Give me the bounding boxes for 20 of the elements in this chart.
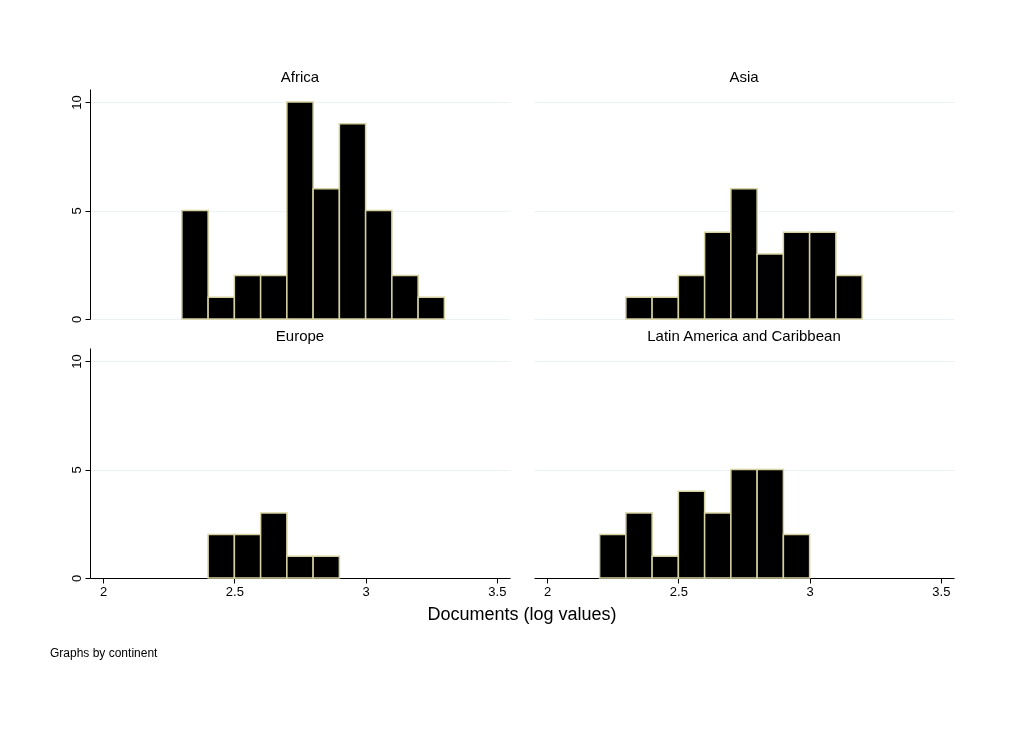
y-tick-label: 10 xyxy=(68,95,84,110)
x-tick-label: 3.5 xyxy=(932,583,951,599)
y-tick-label: 5 xyxy=(68,466,84,474)
y-tick-label: 0 xyxy=(68,315,84,324)
x-tick-label: 2 xyxy=(544,583,552,599)
text: Graphs by continent xyxy=(50,646,159,660)
y-tick-label: 10 xyxy=(68,354,84,369)
x-tick-label: 3 xyxy=(806,583,814,599)
chart-title: Latin America and Caribbean xyxy=(647,327,841,344)
x-tick-label: 3 xyxy=(362,583,370,599)
x-tick-label: 2 xyxy=(100,583,108,599)
x-axis-title: Documents (log values) xyxy=(427,604,617,624)
x-tick-label: 3.5 xyxy=(488,583,507,599)
y-tick-label: 0 xyxy=(68,574,84,583)
chart-title: Asia xyxy=(729,68,760,85)
chart-title: Europe xyxy=(275,327,325,344)
chart-title: Africa xyxy=(280,68,320,85)
x-tick-label: 2.5 xyxy=(669,583,688,599)
y-tick-label: 5 xyxy=(68,207,84,215)
x-tick-label: 2.5 xyxy=(225,583,244,599)
